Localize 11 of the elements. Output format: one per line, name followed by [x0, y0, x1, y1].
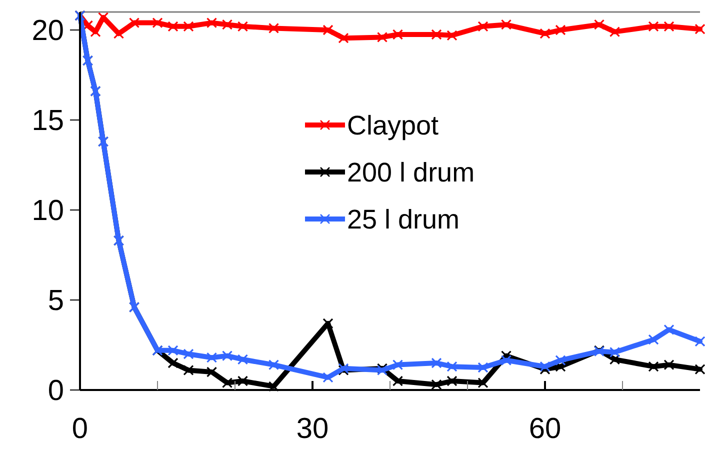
y-tick-label: 10 — [32, 195, 64, 228]
y-tick-label: 15 — [32, 105, 64, 138]
x-tick-label: 0 — [72, 413, 88, 445]
x-tick-label: 60 — [528, 413, 562, 445]
y-tick-label: 0 — [48, 375, 64, 408]
legend-label: 200 l drum — [347, 157, 475, 188]
legend-label: 25 l drum — [347, 204, 460, 234]
legend-label: Claypot — [347, 110, 440, 140]
y-tick-label: 20 — [32, 15, 64, 48]
x-tick-label: 30 — [296, 413, 329, 445]
y-tick-label: 5 — [48, 285, 64, 318]
